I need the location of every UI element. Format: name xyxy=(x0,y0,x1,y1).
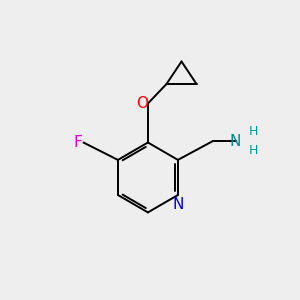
Text: H: H xyxy=(249,124,258,138)
Text: F: F xyxy=(74,135,82,150)
Text: O: O xyxy=(136,96,148,111)
Text: N: N xyxy=(230,134,241,148)
Text: H: H xyxy=(249,144,258,158)
Text: N: N xyxy=(172,197,184,212)
